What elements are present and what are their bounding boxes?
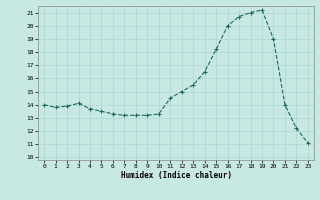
X-axis label: Humidex (Indice chaleur): Humidex (Indice chaleur) <box>121 171 231 180</box>
